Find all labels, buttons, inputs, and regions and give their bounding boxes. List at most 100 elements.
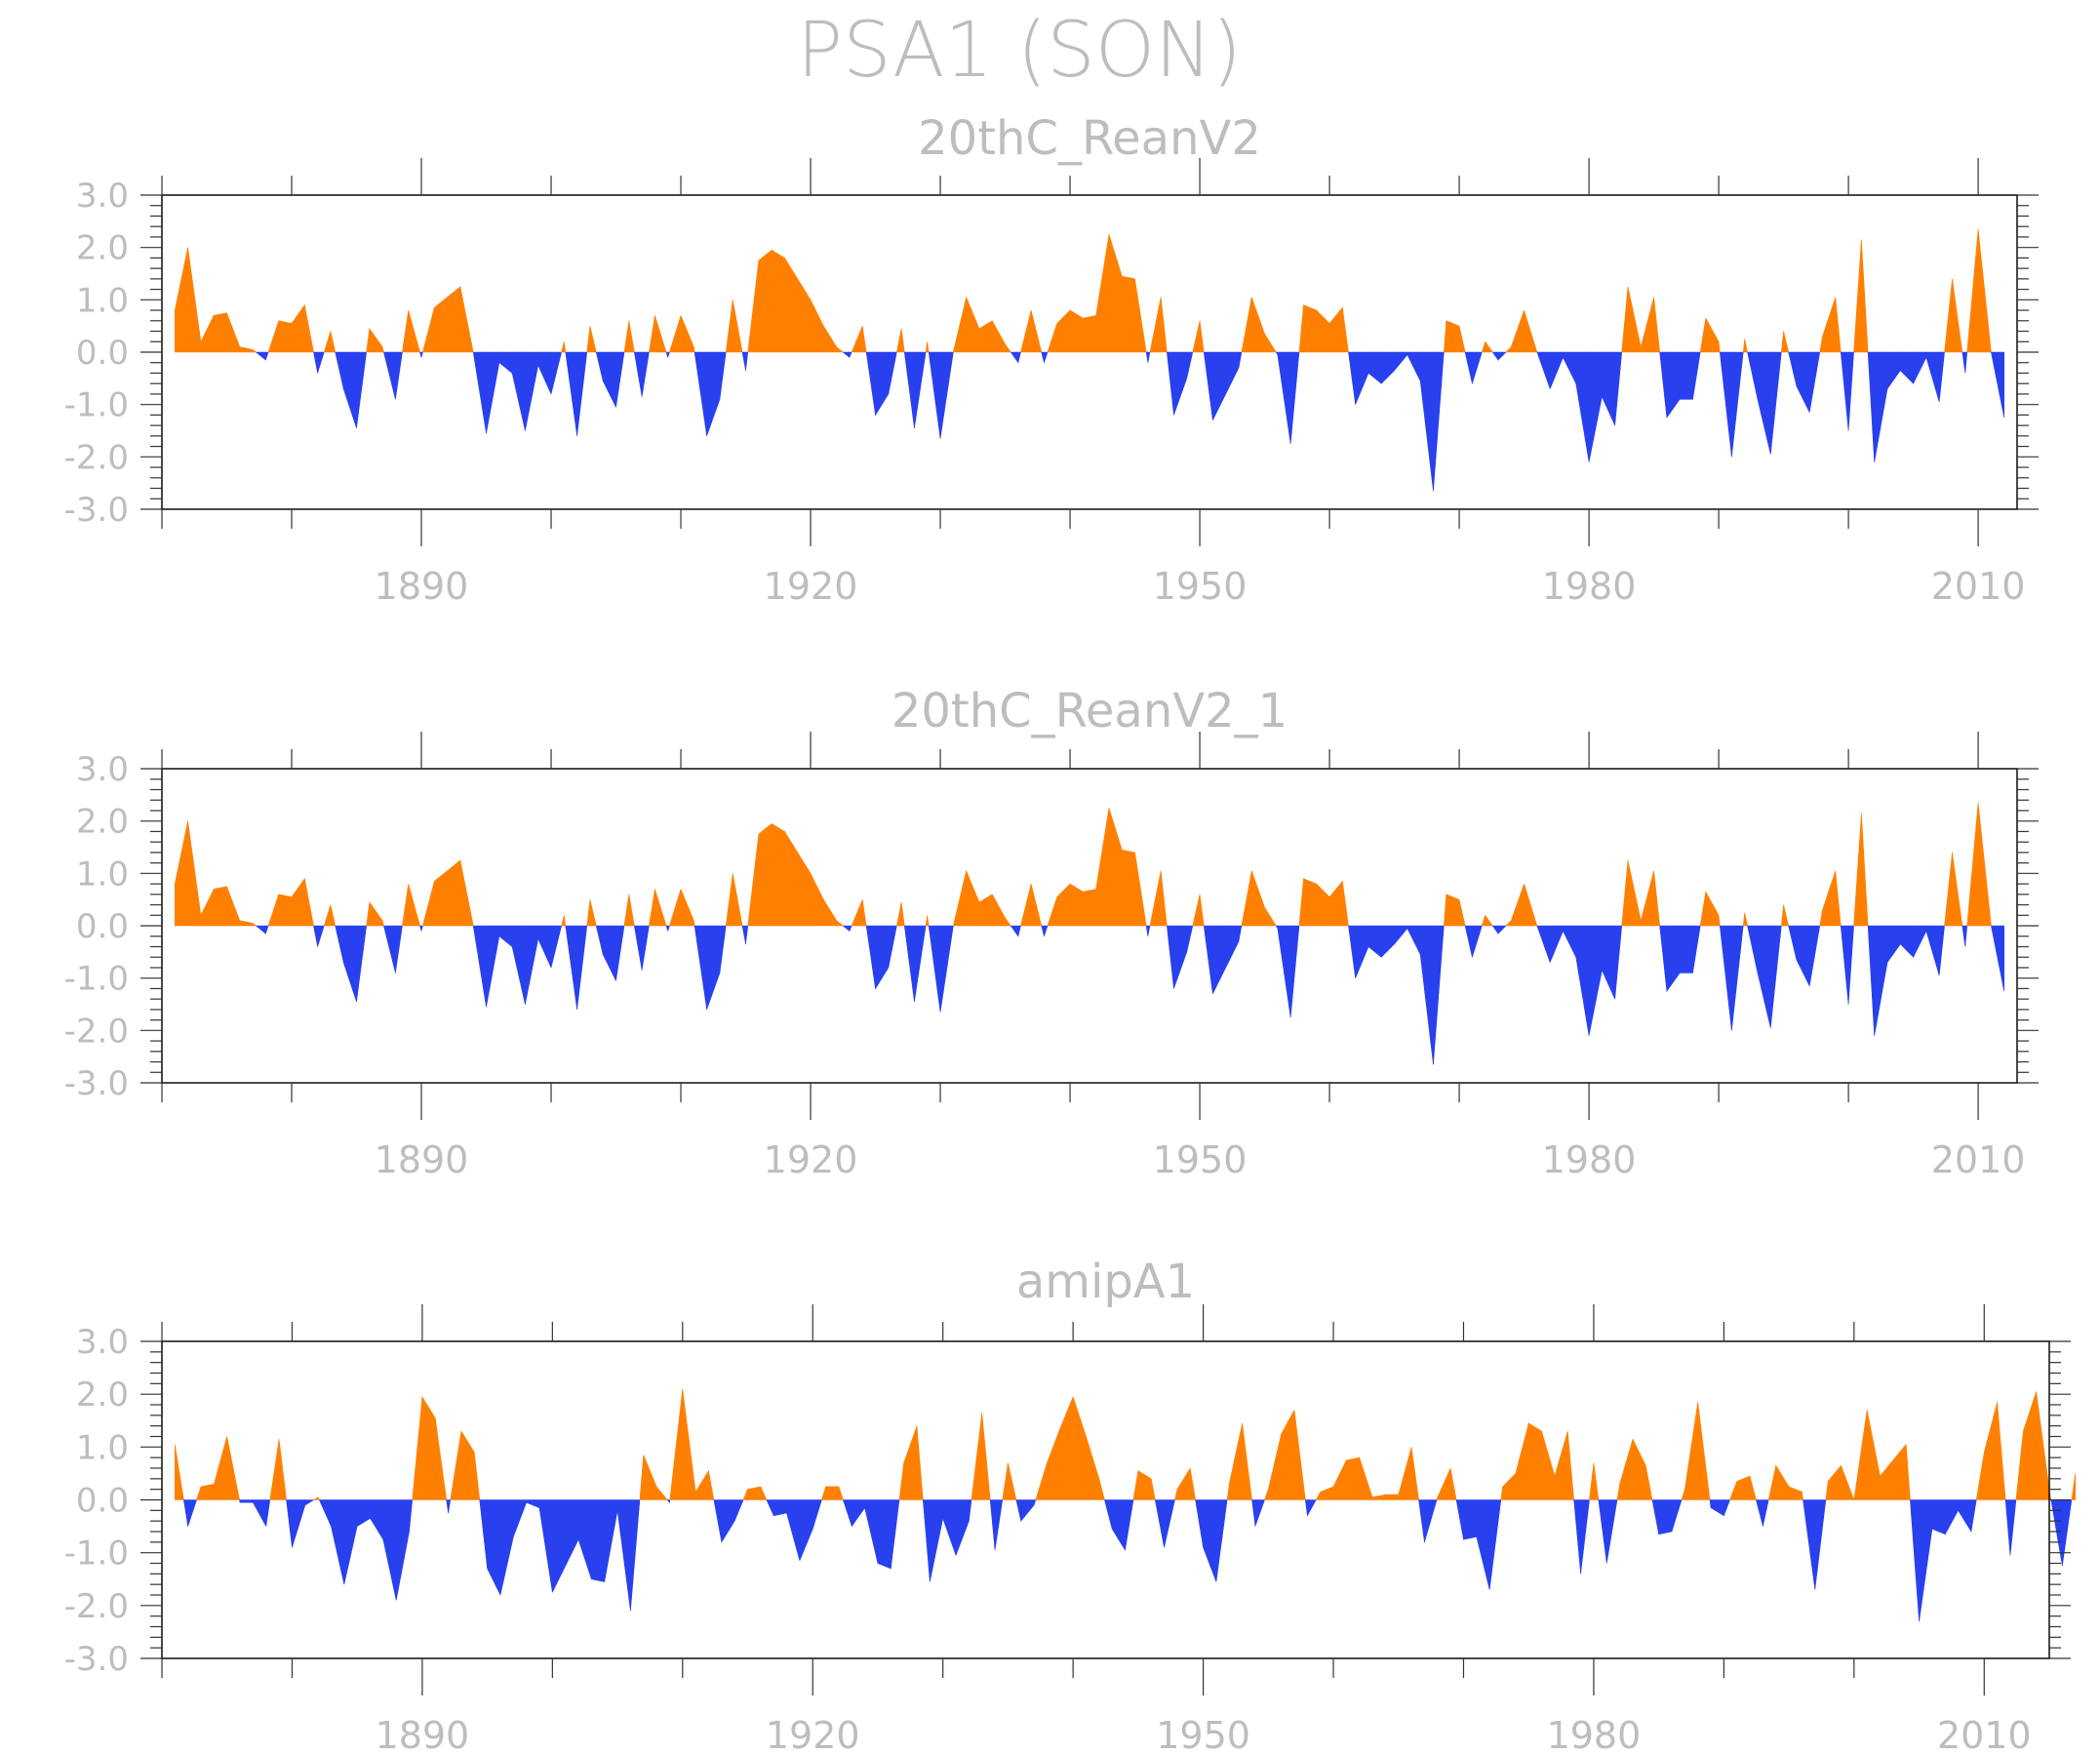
positive-area — [1892, 1443, 1907, 1500]
positive-area — [1645, 1465, 1653, 1500]
positive-area — [1627, 859, 1642, 927]
negative-area — [1225, 351, 1240, 395]
positive-area — [851, 899, 863, 927]
positive-area — [900, 901, 905, 927]
positive-area — [1342, 307, 1349, 353]
y-tick-label: 1.0 — [76, 855, 129, 894]
negative-area — [706, 925, 721, 1010]
positive-area — [366, 901, 371, 927]
negative-area — [602, 351, 616, 408]
positive-area — [304, 304, 314, 353]
positive-area — [421, 1395, 436, 1500]
positive-area — [927, 915, 930, 927]
positive-area — [1705, 891, 1720, 927]
negative-area — [1724, 1499, 1730, 1516]
negative-area — [1491, 351, 1499, 361]
positive-area — [1866, 1410, 1881, 1500]
negative-area — [877, 1499, 892, 1570]
positive-area — [196, 1486, 202, 1500]
positive-area — [823, 898, 837, 927]
positive-area — [1035, 1462, 1048, 1500]
negative-area — [602, 925, 616, 981]
negative-area — [666, 1499, 670, 1504]
positive-area — [381, 920, 384, 927]
negative-area — [420, 351, 423, 358]
negative-area — [1614, 351, 1623, 426]
negative-area — [565, 1499, 579, 1567]
positive-area — [267, 894, 280, 927]
negative-area — [615, 351, 625, 408]
positive-area — [1861, 813, 1869, 927]
x-tick-label: 2010 — [1931, 1138, 2026, 1181]
positive-area — [708, 1470, 715, 1500]
positive-area — [1705, 317, 1720, 353]
positive-area — [1385, 1494, 1400, 1500]
negative-area — [1215, 1499, 1228, 1582]
positive-area — [1944, 852, 1953, 927]
positive-area — [1108, 808, 1123, 927]
positive-area — [459, 286, 474, 353]
positive-area — [1059, 1396, 1074, 1500]
negative-area — [1125, 1499, 1134, 1551]
y-tick-label: 1.0 — [76, 281, 129, 320]
positive-area — [330, 904, 337, 927]
positive-area — [1303, 878, 1318, 927]
negative-area — [1355, 351, 1369, 405]
positive-area — [459, 859, 474, 927]
positive-area — [1524, 883, 1538, 927]
negative-area — [1847, 925, 1854, 1005]
negative-area — [356, 1499, 371, 1528]
negative-area — [1692, 925, 1701, 974]
negative-area — [1488, 1499, 1502, 1590]
positive-area — [693, 920, 695, 927]
positive-area — [1718, 915, 1721, 927]
negative-area — [1307, 1499, 1317, 1516]
negative-area — [875, 351, 890, 417]
y-tick-label: 3.0 — [76, 750, 129, 789]
positive-area — [586, 899, 591, 927]
negative-area — [1104, 1499, 1113, 1530]
negative-area — [1549, 925, 1564, 963]
negative-area — [604, 1499, 618, 1582]
negative-area — [1719, 351, 1732, 458]
positive-area — [1056, 883, 1071, 927]
negative-area — [1757, 925, 1771, 1028]
positive-area — [200, 1483, 215, 1500]
positive-area — [900, 328, 905, 353]
positive-area — [1640, 297, 1654, 353]
panel-title: amipA1 — [1016, 1255, 1195, 1309]
positive-area — [623, 320, 630, 353]
negative-area — [409, 1499, 414, 1533]
negative-area — [1679, 351, 1693, 400]
positive-area — [1320, 1486, 1334, 1500]
positive-area — [187, 820, 202, 927]
negative-area — [969, 1499, 972, 1522]
positive-area — [473, 1452, 481, 1500]
negative-area — [1164, 1499, 1175, 1548]
negative-area — [1186, 351, 1194, 379]
positive-area — [1783, 904, 1790, 927]
negative-area — [239, 1499, 254, 1503]
negative-area — [335, 925, 344, 963]
positive-area — [291, 303, 305, 353]
negative-area — [2050, 1499, 2063, 1567]
positive-area — [369, 327, 383, 353]
positive-area — [317, 1496, 320, 1500]
negative-area — [286, 1499, 293, 1548]
positive-area — [916, 1425, 924, 1500]
positive-area — [1047, 323, 1058, 353]
positive-area — [1030, 883, 1043, 927]
positive-area — [1086, 1436, 1100, 1500]
negative-area — [1147, 925, 1151, 937]
positive-area — [655, 1486, 668, 1500]
negative-area — [1041, 351, 1045, 363]
positive-area — [1780, 904, 1784, 927]
negative-area — [1254, 1499, 1265, 1527]
positive-area — [821, 1486, 826, 1500]
positive-area — [434, 1417, 448, 1500]
negative-area — [1154, 1499, 1165, 1548]
positive-area — [1069, 309, 1084, 353]
x-tick-label: 2010 — [1931, 565, 2026, 608]
positive-area — [1802, 1492, 1803, 1500]
positive-area — [447, 286, 461, 353]
